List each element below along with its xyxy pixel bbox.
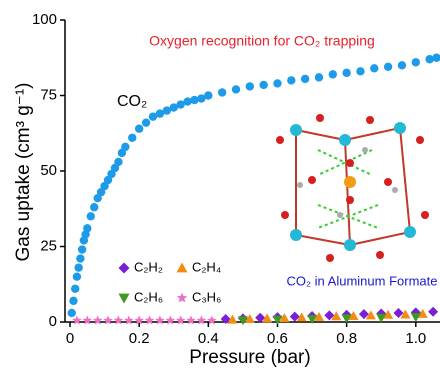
data-point	[155, 315, 165, 324]
data-point	[68, 309, 76, 317]
data-point	[121, 143, 129, 151]
data-point	[73, 273, 81, 281]
data-point	[232, 85, 240, 93]
data-point	[370, 64, 378, 72]
inset-caption: CO₂ in Aluminum Formate	[287, 273, 438, 288]
data-point	[114, 158, 122, 166]
x-tick-label: 0.4	[198, 330, 219, 347]
data-point	[69, 297, 77, 305]
data-point	[103, 315, 113, 324]
data-point	[259, 81, 267, 89]
data-point	[204, 91, 212, 99]
data-point	[93, 315, 103, 324]
legend-marker	[119, 294, 130, 304]
x-tick-label: 1.0	[405, 330, 426, 347]
y-tick-label: 25	[40, 237, 57, 254]
y-tick-label: 75	[40, 86, 57, 103]
data-point	[183, 97, 191, 105]
data-point	[384, 63, 392, 71]
data-point	[301, 75, 309, 83]
legend-marker	[177, 263, 188, 273]
data-point	[114, 315, 124, 324]
data-point	[428, 307, 438, 317]
data-point	[342, 69, 350, 77]
data-point	[425, 55, 433, 63]
data-point	[128, 134, 136, 142]
data-point	[145, 315, 155, 324]
chart: Oxygen recognition for CO₂ trapping CO₂ …	[0, 0, 440, 370]
data-point	[197, 315, 207, 324]
data-point	[329, 70, 337, 78]
annotation: Oxygen recognition for CO₂ trapping	[149, 33, 375, 49]
y-axis-label: Gas uptake (cm³ g⁻¹)	[13, 83, 34, 262]
x-axis-label: Pressure (bar)	[189, 347, 310, 368]
legend-label: C₂H₂	[134, 259, 163, 274]
legend-marker	[177, 293, 187, 303]
data-point	[124, 315, 134, 324]
x-tick-label: 0	[66, 330, 74, 347]
data-point	[87, 212, 95, 220]
y-tick-label: 100	[32, 11, 57, 28]
data-point	[315, 73, 323, 81]
legend-label: C₂H₆	[134, 289, 163, 304]
data-point	[76, 254, 84, 262]
data-point	[186, 315, 196, 324]
x-tick-label: 0.6	[267, 330, 288, 347]
data-point	[72, 315, 82, 324]
legend-label: C₃H₆	[192, 289, 221, 304]
y-tick-label: 0	[49, 313, 57, 330]
data-point	[398, 61, 406, 69]
data-point	[142, 118, 150, 126]
legend-marker	[119, 263, 130, 274]
data-point	[190, 96, 198, 104]
data-point	[90, 203, 98, 211]
data-point	[412, 58, 420, 66]
legend-label: C₂H₄	[192, 259, 221, 274]
data-point	[218, 88, 226, 96]
data-point	[246, 82, 254, 90]
data-point	[273, 79, 281, 87]
data-point	[356, 67, 364, 75]
crystal-structure	[276, 114, 429, 262]
y-tick-label: 50	[40, 162, 57, 179]
data-point	[176, 315, 186, 324]
data-point	[74, 263, 82, 271]
x-tick-label: 0.8	[336, 330, 357, 347]
data-point	[287, 76, 295, 84]
data-point	[83, 315, 93, 324]
data-point	[71, 285, 79, 293]
data-point	[83, 224, 91, 232]
data-point	[78, 245, 86, 253]
data-point	[166, 315, 176, 324]
x-tick-label: 0.2	[129, 330, 150, 347]
data-point	[135, 125, 143, 133]
series-label: CO₂	[117, 93, 147, 110]
